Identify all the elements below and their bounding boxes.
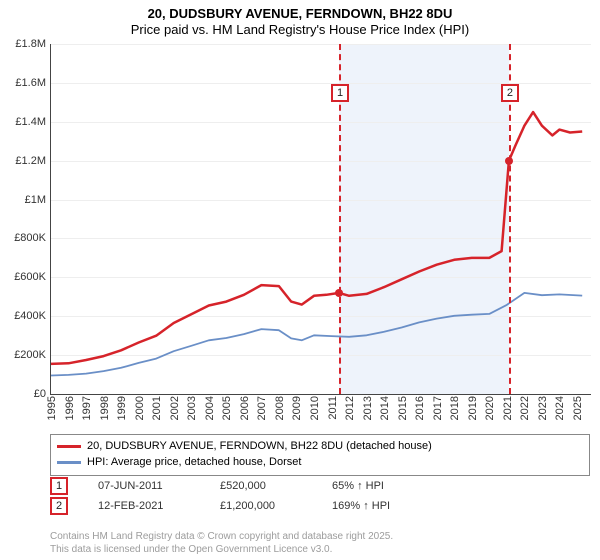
sale-row: 1 07-JUN-2011 £520,000 65% ↑ HPI	[50, 476, 590, 496]
xtick-label: 2012	[344, 396, 356, 420]
xtick-label: 2007	[256, 396, 268, 420]
xtick-label: 2008	[274, 396, 286, 420]
xtick-label: 2005	[221, 396, 233, 420]
legend-item: HPI: Average price, detached house, Dors…	[57, 455, 583, 471]
xtick-label: 2019	[467, 396, 479, 420]
title-line1: 20, DUDSBURY AVENUE, FERNDOWN, BH22 8DU	[0, 6, 600, 22]
sale-pct: 169% ↑ HPI	[332, 500, 452, 512]
xtick-label: 2016	[414, 396, 426, 420]
ytick-label: £0	[0, 388, 46, 400]
ytick-label: £600K	[0, 271, 46, 283]
marker-dot	[505, 157, 513, 165]
xtick-label: 2011	[327, 396, 339, 420]
xtick-label: 2006	[239, 396, 251, 420]
series-line	[51, 112, 582, 364]
xtick-label: 2014	[379, 396, 391, 420]
xtick-label: 2020	[484, 396, 496, 420]
plot: 12	[50, 44, 591, 395]
xtick-label: 2024	[554, 396, 566, 420]
attribution-line2: This data is licensed under the Open Gov…	[50, 544, 393, 557]
xtick-label: 2004	[204, 396, 216, 420]
xtick-label: 2009	[291, 396, 303, 420]
xtick-label: 2010	[309, 396, 321, 420]
xtick-label: 2022	[519, 396, 531, 420]
sale-date: 07-JUN-2011	[80, 480, 208, 492]
xtick-label: 2002	[169, 396, 181, 420]
sale-price: £1,200,000	[220, 500, 320, 512]
ytick-label: £1.4M	[0, 116, 46, 128]
legend: 20, DUDSBURY AVENUE, FERNDOWN, BH22 8DU …	[50, 434, 590, 476]
sale-marker: 2	[50, 497, 68, 515]
xtick-label: 2003	[186, 396, 198, 420]
series-line	[51, 293, 582, 376]
xtick-label: 2000	[134, 396, 146, 420]
ytick-label: £1M	[0, 194, 46, 206]
legend-swatch	[57, 461, 81, 464]
xtick-label: 2015	[397, 396, 409, 420]
xtick-label: 2023	[537, 396, 549, 420]
attribution: Contains HM Land Registry data © Crown c…	[50, 531, 393, 556]
legend-swatch	[57, 445, 81, 448]
ytick-label: £800K	[0, 232, 46, 244]
ytick-label: £1.2M	[0, 155, 46, 167]
xtick-label: 1997	[81, 396, 93, 420]
sales-table: 1 07-JUN-2011 £520,000 65% ↑ HPI 2 12-FEB-202…	[50, 476, 590, 516]
attribution-line1: Contains HM Land Registry data © Crown c…	[50, 531, 393, 544]
xtick-label: 2018	[449, 396, 461, 420]
xtick-label: 2013	[362, 396, 374, 420]
xtick-label: 2021	[502, 396, 514, 420]
sale-row: 2 12-FEB-2021 £1,200,000 169% ↑ HPI	[50, 496, 590, 516]
title-block: 20, DUDSBURY AVENUE, FERNDOWN, BH22 8DU …	[0, 0, 600, 39]
legend-label: 20, DUDSBURY AVENUE, FERNDOWN, BH22 8DU …	[87, 439, 432, 455]
ytick-label: £200K	[0, 349, 46, 361]
xtick-label: 2025	[572, 396, 584, 420]
xtick-label: 1999	[116, 396, 128, 420]
ytick-label: £1.8M	[0, 38, 46, 50]
title-line2: Price paid vs. HM Land Registry's House …	[0, 22, 600, 38]
xtick-label: 2001	[151, 396, 163, 420]
xtick-label: 1996	[64, 396, 76, 420]
sale-price: £520,000	[220, 480, 320, 492]
chart-area: 12 £0£200K£400K£600K£800K£1M£1.2M£1.4M£1…	[50, 44, 590, 394]
ytick-label: £1.6M	[0, 77, 46, 89]
xtick-label: 2017	[432, 396, 444, 420]
sale-date: 12-FEB-2021	[80, 500, 208, 512]
ytick-label: £400K	[0, 310, 46, 322]
legend-item: 20, DUDSBURY AVENUE, FERNDOWN, BH22 8DU …	[57, 439, 583, 455]
marker-box: 2	[501, 84, 519, 102]
legend-label: HPI: Average price, detached house, Dors…	[87, 455, 301, 471]
marker-box: 1	[331, 84, 349, 102]
sale-marker: 1	[50, 477, 68, 495]
marker-dot	[335, 289, 343, 297]
xtick-label: 1998	[99, 396, 111, 420]
sale-pct: 65% ↑ HPI	[332, 480, 452, 492]
xtick-label: 1995	[46, 396, 58, 420]
